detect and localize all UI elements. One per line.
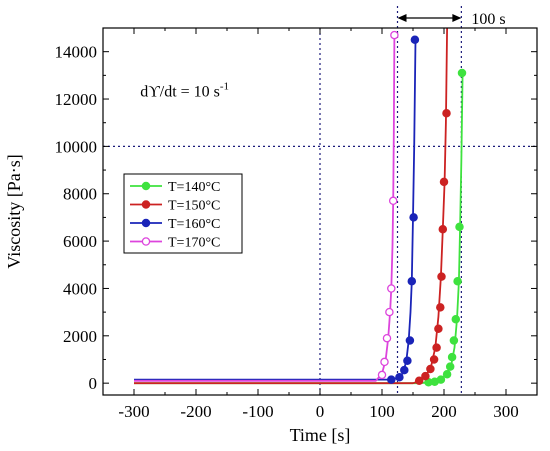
data-point [405, 336, 415, 345]
reference-lines [103, 28, 537, 395]
data-point [421, 371, 430, 381]
data-point [442, 108, 451, 118]
data-point [451, 314, 461, 324]
shear-rate-exponent: -1 [220, 81, 229, 93]
data-point [382, 333, 392, 343]
interval-annotation [396, 6, 462, 395]
series-3 [134, 35, 420, 384]
data-point [400, 365, 409, 375]
x-tick-label: 100 [369, 402, 395, 421]
data-point [390, 30, 399, 40]
interval-arrowhead-left [397, 14, 407, 22]
interval-arrowhead-right [452, 14, 462, 22]
data-point [407, 277, 417, 286]
data-point [445, 362, 455, 371]
shear-rate-annotation: dϒ/dt = 10 s-1 [140, 81, 229, 101]
legend-swatch-marker [141, 200, 151, 209]
y-axis-title: Viscosity [Pa·s] [4, 154, 24, 268]
legend-item: T=150°C [130, 199, 220, 214]
data-point [439, 177, 449, 187]
y-tick-label: 0 [89, 374, 98, 393]
x-tick-label: 300 [493, 402, 519, 421]
y-tick-label: 2000 [63, 327, 97, 346]
shear-rate-base: dϒ/dt = 10 s [140, 84, 220, 101]
y-tick-label: 10000 [55, 137, 98, 156]
legend-swatch-marker [141, 218, 151, 228]
interval-label: 100 s [471, 11, 505, 28]
y-tick-label: 12000 [55, 90, 98, 109]
data-point [436, 375, 446, 384]
legend-swatch-marker [141, 237, 151, 246]
y-tick-label: 14000 [55, 43, 98, 62]
legend-swatch-marker [141, 181, 151, 191]
data-point [387, 284, 396, 293]
data-point [429, 355, 439, 364]
data-point [385, 307, 394, 317]
data-point [426, 364, 435, 374]
data-series [134, 28, 467, 387]
data-point [380, 357, 389, 367]
data-point [403, 356, 412, 365]
data-point [457, 68, 467, 78]
data-point [453, 277, 462, 286]
data-point [388, 196, 398, 206]
axis-tick-labels: -300 -200 -100 0 100 200 300 0 2000 4000 6000 8000 1… [55, 43, 519, 421]
data-point [437, 272, 446, 281]
data-point [414, 376, 424, 386]
data-point [410, 35, 420, 45]
y-tick-label: 4000 [63, 279, 97, 298]
x-tick-label: -200 [180, 402, 211, 421]
data-point [449, 336, 459, 345]
series-4 [134, 30, 399, 382]
x-tick-label: -100 [242, 402, 273, 421]
data-point [455, 222, 464, 232]
data-point [432, 343, 441, 352]
x-tick-label: 200 [431, 402, 457, 421]
data-point [409, 213, 418, 222]
data-point [447, 352, 457, 362]
legend-label: T=140°C [168, 180, 220, 195]
data-point [438, 225, 448, 234]
x-axis-title: Time [s] [290, 425, 351, 445]
data-point [395, 372, 404, 382]
legend-item: T=170°C [130, 236, 220, 251]
data-point [377, 370, 387, 380]
legend-label: T=160°C [168, 217, 220, 232]
data-point [436, 303, 445, 312]
axis-ticks [102, 27, 538, 395]
legend-label: T=170°C [168, 236, 220, 251]
series-1 [134, 68, 467, 387]
data-point [434, 324, 443, 333]
y-tick-label: 6000 [63, 232, 97, 251]
y-tick-label: 8000 [63, 185, 97, 204]
legend-item: T=160°C [130, 217, 220, 232]
legend-item: T=140°C [130, 180, 220, 195]
legend: T=140°C T=150°C T=160°C T=170°C [123, 173, 243, 254]
legend-label: T=150°C [168, 199, 220, 214]
series-2 [134, 28, 451, 386]
data-point [387, 375, 396, 384]
x-tick-label: -300 [118, 402, 149, 421]
data-point [442, 369, 452, 379]
x-tick-label: 0 [316, 402, 325, 421]
